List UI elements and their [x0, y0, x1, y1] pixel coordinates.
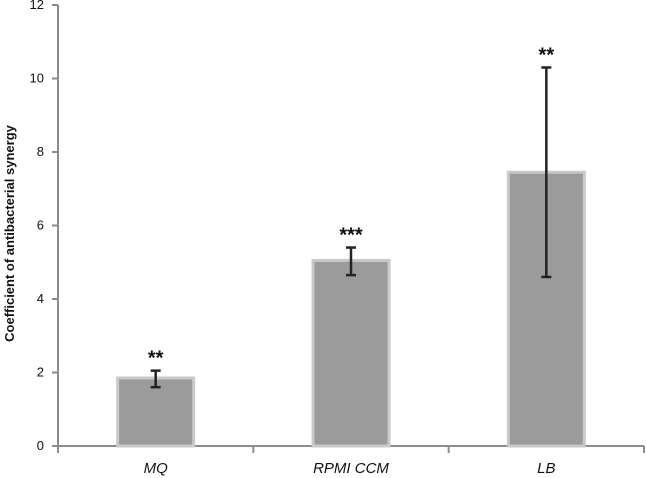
y-tick-label: 0 — [37, 438, 44, 453]
significance-label: ** — [148, 348, 164, 370]
category-label: MQ — [144, 460, 168, 477]
y-axis-label: Coefficient of antibacterial synergy — [2, 124, 17, 341]
y-tick-label: 10 — [30, 71, 44, 86]
bar-mq — [116, 376, 196, 448]
category-labels: MQ RPMI CCM LB — [144, 460, 556, 477]
significance-labels: ******* — [148, 44, 554, 369]
bar-rpmi-ccm — [311, 258, 391, 448]
y-tick-label: 2 — [37, 365, 44, 380]
y-tick-label: 4 — [37, 291, 44, 306]
bar-lb — [506, 170, 586, 448]
y-tick-label: 12 — [30, 0, 44, 12]
category-label: RPMI CCM — [313, 460, 389, 477]
y-tick-label: 6 — [37, 218, 44, 233]
significance-label: *** — [339, 225, 363, 247]
y-tick-label: 8 — [37, 144, 44, 159]
bars-group — [116, 170, 586, 448]
x-axis-ticks — [57, 446, 645, 453]
error-bars-group — [150, 66, 552, 389]
significance-label: ** — [539, 44, 555, 66]
category-label: LB — [537, 460, 555, 477]
y-axis-ticks: 0 2 4 6 8 10 12 — [30, 0, 58, 453]
